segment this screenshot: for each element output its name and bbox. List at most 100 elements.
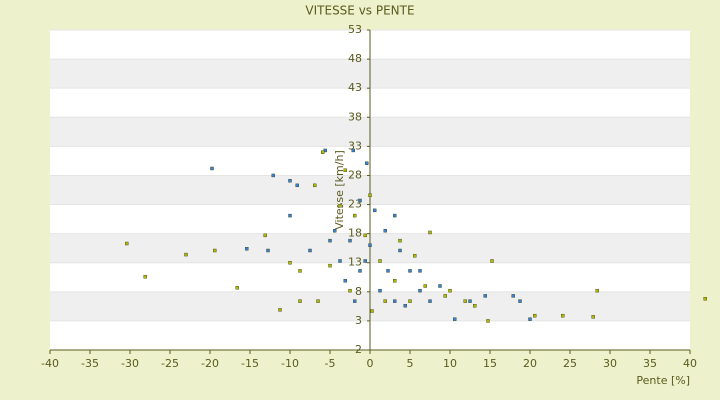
point (328, 238, 332, 243)
x-tick-label: 30 (603, 357, 617, 370)
point (125, 241, 129, 246)
point (423, 284, 427, 288)
point (428, 299, 432, 303)
point (533, 313, 537, 318)
x-tick-label: -30 (121, 357, 139, 370)
point (266, 248, 270, 253)
point (428, 230, 432, 235)
x-tick-label: 20 (523, 357, 537, 370)
x-tick-label: 15 (483, 357, 497, 370)
x-tick-label: 40 (683, 357, 697, 370)
point (308, 248, 312, 253)
point (358, 198, 362, 203)
point (263, 233, 267, 238)
point (393, 299, 397, 303)
point (486, 319, 490, 323)
point (271, 173, 275, 178)
x-tick-label: 25 (563, 357, 577, 370)
point (383, 299, 387, 303)
x-tick-label: 0 (367, 357, 374, 370)
point (288, 213, 292, 218)
x-tick-label: 5 (407, 357, 414, 370)
point (298, 269, 302, 273)
x-tick-label: 35 (643, 357, 657, 370)
point (383, 229, 387, 233)
point (278, 308, 282, 312)
point (378, 288, 382, 293)
y-tick-label: -2 (351, 343, 362, 356)
point (408, 269, 412, 273)
point (370, 309, 374, 313)
point (528, 317, 532, 321)
point (368, 243, 372, 247)
point (443, 294, 447, 298)
x-tick-label: -35 (81, 357, 99, 370)
point (321, 150, 325, 154)
point (398, 248, 402, 253)
point (343, 279, 347, 283)
point (561, 313, 565, 318)
x-tick-label: -20 (201, 357, 219, 370)
point (418, 269, 422, 273)
point (595, 288, 599, 293)
point (378, 259, 382, 263)
point (438, 284, 442, 288)
point (483, 294, 487, 298)
point (448, 288, 452, 293)
point (418, 288, 422, 293)
point (386, 269, 390, 273)
point (235, 286, 239, 290)
point (245, 247, 249, 251)
point (373, 208, 377, 213)
point (288, 178, 292, 183)
point (408, 299, 412, 303)
point (313, 183, 317, 188)
y-tick-label: 28 (348, 168, 362, 181)
point (184, 252, 188, 257)
point (490, 259, 494, 263)
point (351, 148, 355, 153)
y-tick-label: 18 (348, 227, 362, 240)
point (463, 299, 467, 303)
point (143, 274, 147, 279)
y-axis-label: Vitesse [km/h] (333, 150, 346, 230)
point (338, 204, 342, 208)
x-tick-label: -40 (41, 357, 59, 370)
point (295, 183, 299, 188)
point (413, 254, 417, 258)
point (365, 161, 369, 165)
chart-title: VITESSE vs PENTE (305, 4, 414, 18)
y-tick-label: 48 (348, 52, 362, 65)
y-tick-label: 13 (348, 256, 362, 269)
point (288, 261, 292, 265)
y-tick-label: 53 (348, 23, 362, 36)
point (453, 317, 457, 321)
point (393, 279, 397, 283)
x-tick-label: -25 (161, 357, 179, 370)
point (703, 297, 707, 301)
point (348, 288, 352, 293)
point (353, 299, 357, 303)
point (298, 299, 302, 303)
y-tick-label: 43 (348, 81, 362, 94)
point (591, 315, 595, 319)
point (393, 213, 397, 218)
point (213, 248, 217, 253)
point (343, 168, 347, 172)
point (328, 263, 332, 268)
point (403, 304, 407, 308)
point (363, 233, 367, 238)
point (398, 238, 402, 243)
y-tick-label: 33 (348, 139, 362, 152)
x-axis-label: Pente [%] (636, 374, 690, 387)
point (468, 299, 472, 303)
point (358, 269, 362, 273)
y-tick-label: 38 (348, 110, 362, 123)
point (338, 259, 342, 263)
point (511, 294, 515, 298)
point (348, 238, 352, 243)
x-tick-label: -5 (325, 357, 336, 370)
point (323, 148, 327, 153)
point (333, 229, 337, 233)
